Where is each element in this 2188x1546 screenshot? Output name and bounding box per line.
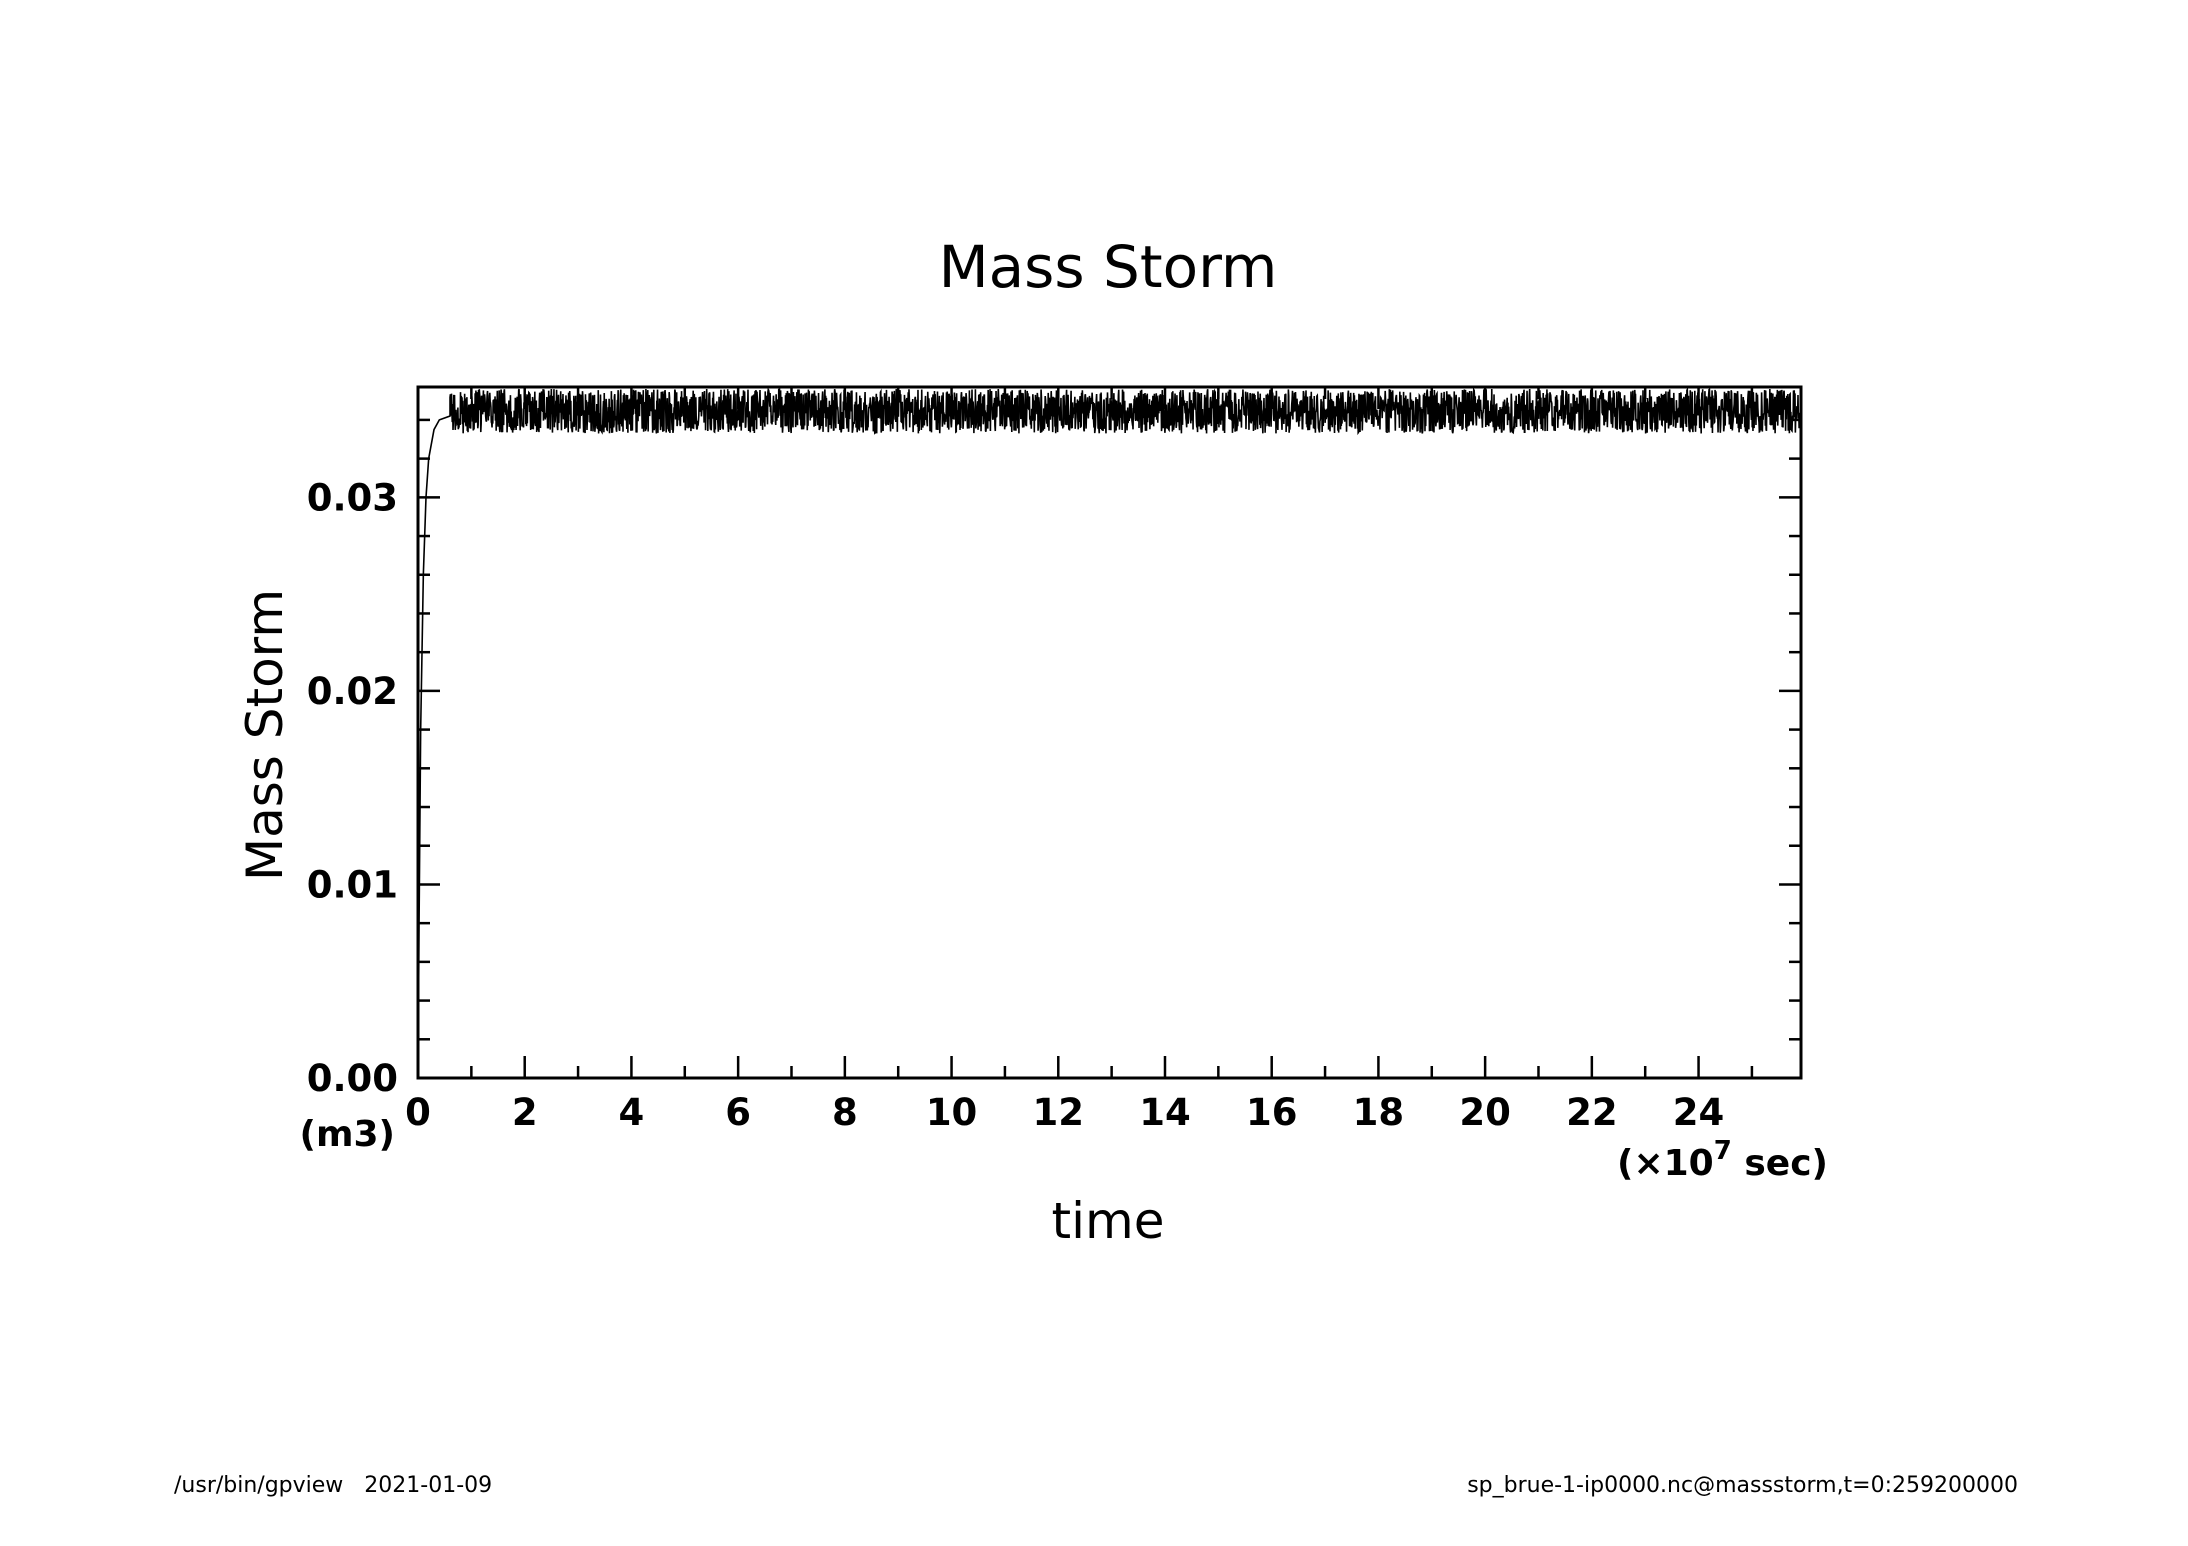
- series-line: [417, 386, 1802, 1079]
- x-tick-label: 10: [926, 1091, 978, 1134]
- x-tick-label: 12: [1033, 1091, 1085, 1134]
- plot-area: 0 2 4 6 8 10 12 14 16 18 20 22 240.000.010.020.03: [307, 385, 1803, 1134]
- x-tick-label: 20: [1459, 1091, 1511, 1134]
- y-unit-label: (m3): [300, 1114, 395, 1155]
- plot-frame: [416, 385, 1803, 1080]
- x-tick-label: 2: [512, 1091, 538, 1134]
- x-unit-prefix: (×10: [1617, 1143, 1714, 1184]
- x-tick-label: 24: [1673, 1091, 1725, 1134]
- x-tick-label: 0: [405, 1091, 431, 1134]
- footer-left: /usr/bin/gpview 2021-01-09: [174, 1473, 492, 1498]
- x-unit-exponent: 7: [1714, 1136, 1732, 1166]
- x-tick-label: 4: [619, 1091, 645, 1134]
- x-axis-label: time: [1052, 1192, 1165, 1250]
- y-tick-label: 0.03: [307, 476, 398, 519]
- x-tick-label: 14: [1139, 1091, 1191, 1134]
- x-tick-label: 16: [1246, 1091, 1298, 1134]
- x-unit-label: (×107 sec): [1617, 1136, 1828, 1184]
- y-tick-label: 0.01: [307, 863, 398, 906]
- x-tick-label: 6: [725, 1091, 751, 1134]
- x-tick-label: 8: [832, 1091, 858, 1134]
- y-tick-label: 0.02: [307, 670, 398, 713]
- y-axis-label: Mass Storm: [236, 589, 294, 881]
- footer-right: sp_brue-1-ip0000.nc@massstorm,t=0:259200…: [1467, 1473, 2018, 1498]
- x-unit-suffix: sec): [1732, 1143, 1828, 1184]
- chart-title: Mass Storm: [939, 233, 1278, 301]
- y-tick-label: 0.00: [307, 1057, 398, 1100]
- x-tick-label: 18: [1353, 1091, 1405, 1134]
- x-tick-label: 22: [1566, 1091, 1618, 1134]
